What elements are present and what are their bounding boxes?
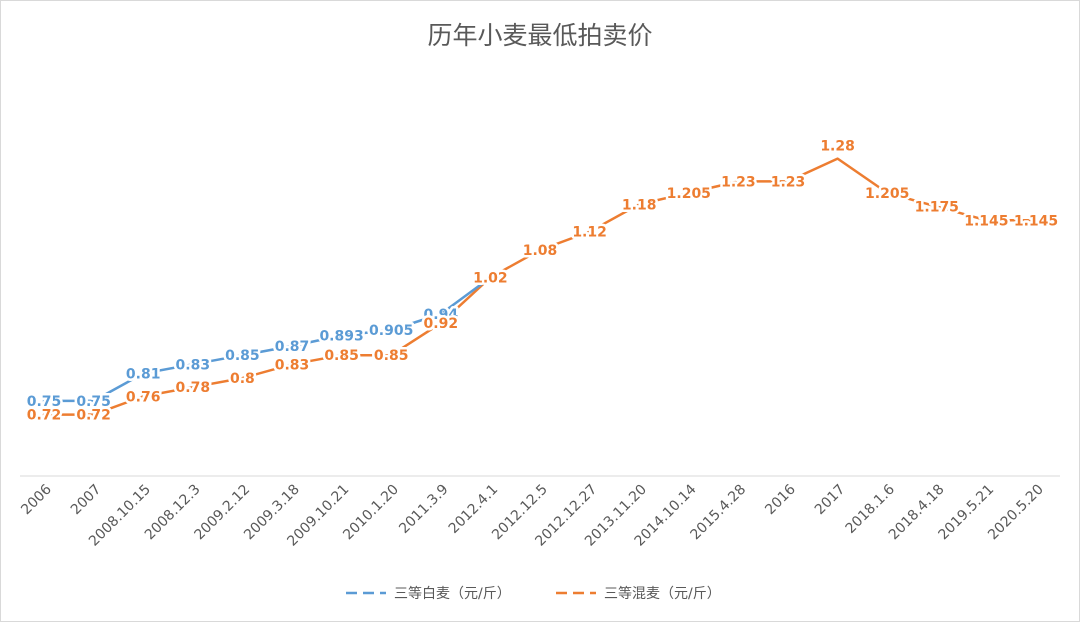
chart-title: 历年小麦最低拍卖价 xyxy=(427,21,653,50)
data-label-1-11: 1.12 xyxy=(572,225,607,241)
data-label-1-17: 1.205 xyxy=(865,186,909,202)
data-label-1-10: 1.08 xyxy=(523,243,558,259)
legend: 三等白麦（元/斤） 三等混麦（元/斤） xyxy=(346,585,721,602)
data-label-0-0: 0.75 xyxy=(27,394,62,410)
x-tick-label: 2007 xyxy=(68,482,105,519)
data-label-1-3: 0.78 xyxy=(176,380,211,396)
data-label-1-7: 0.85 xyxy=(374,348,409,364)
data-label-1-15: 1.23 xyxy=(771,174,806,190)
series-line-0 xyxy=(42,276,492,403)
data-label-1-12: 1.18 xyxy=(622,197,657,213)
x-tick-label: 2017 xyxy=(812,482,849,519)
data-label-1-16: 1.28 xyxy=(820,139,855,155)
data-label-1-8: 0.92 xyxy=(424,316,459,332)
data-label-1-13: 1.205 xyxy=(667,186,711,202)
x-axis-ticks: 2006 20072008.10.152008.12.32009.2.122009… xyxy=(18,481,1047,549)
legend-label: 三等白麦（元/斤） xyxy=(394,585,511,602)
data-labels: 0.75 0.750.810.830.850.870.893 0.9050.940.… xyxy=(24,136,1060,426)
x-tick-label: 2006 xyxy=(18,481,55,518)
data-label-1-6: 0.85 xyxy=(324,348,359,364)
x-tick-label: 2011.3.9 xyxy=(396,482,451,537)
series-lines xyxy=(42,157,1038,416)
data-label-1-9: 1.02 xyxy=(473,271,508,287)
data-label-0-2: 0.81 xyxy=(126,367,161,383)
data-label-0-6: 0.893 xyxy=(319,329,363,345)
data-label-1-1: 0.72 xyxy=(76,408,111,424)
legend-item-0: 三等白麦（元/斤） xyxy=(346,585,511,602)
data-label-1-0: 0.72 xyxy=(27,408,62,424)
series-line-1 xyxy=(42,157,1038,416)
data-label-1-2: 0.76 xyxy=(126,389,161,405)
legend-label: 三等混麦（元/斤） xyxy=(604,585,721,602)
data-label-0-8: 0.94 xyxy=(424,307,459,323)
legend-item-1: 三等混麦（元/斤） xyxy=(556,585,721,602)
data-label-0-3: 0.83 xyxy=(176,357,211,373)
data-label-1-14: 1.23 xyxy=(721,174,756,190)
data-label-1-5: 0.83 xyxy=(275,357,310,373)
data-label-0-1: 0.75 xyxy=(76,394,111,410)
data-label-1-4: 0.8 xyxy=(230,371,255,387)
data-label-0-5: 0.87 xyxy=(275,339,310,355)
data-label-1-18: 1.175 xyxy=(915,200,959,216)
data-label-0-7: 0.905 xyxy=(369,323,413,339)
data-label-0-4: 0.85 xyxy=(225,348,260,364)
data-label-1-20: 1.145 xyxy=(1014,213,1058,229)
x-tick-label: 2016 xyxy=(762,481,799,518)
data-label-1-19: 1.145 xyxy=(964,213,1008,229)
